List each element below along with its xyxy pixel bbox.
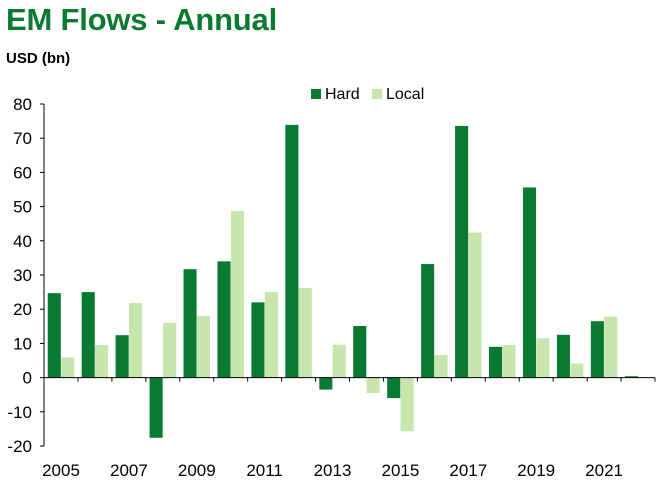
x-tick-label-2021: 2021 [585, 461, 623, 480]
bar-hard-2017 [455, 125, 469, 378]
axes-group [40, 103, 656, 447]
bar-local-2009 [196, 316, 210, 378]
bar-local-2006 [95, 345, 109, 378]
bar-local-2021 [604, 316, 618, 378]
y-tick-label-70: 70 [13, 129, 32, 148]
x-tick-label-2011: 2011 [246, 461, 283, 480]
x-tick-label-2015: 2015 [381, 461, 419, 480]
x-tick-label-2019: 2019 [517, 461, 555, 480]
legend-label-hard: Hard [325, 86, 360, 103]
x-tick-label-2009: 2009 [178, 461, 216, 480]
y-tick-label-80: 80 [13, 95, 32, 114]
bar-local-2015 [400, 377, 414, 432]
x-tick-label-2017: 2017 [449, 461, 487, 480]
bar-hard-2020 [556, 334, 570, 378]
y-tick-label-50: 50 [13, 198, 32, 217]
bar-local-2012 [298, 288, 312, 378]
y-tick-label-0: 0 [23, 369, 32, 388]
bar-hard-2006 [81, 292, 95, 378]
bar-local-2008 [162, 322, 177, 378]
y-tick-label-20: 20 [13, 300, 32, 319]
bar-local-2005 [61, 357, 75, 378]
bar-hard-2014 [353, 325, 367, 378]
bar-hard-2010 [217, 261, 231, 378]
bar-hard-2005 [47, 293, 61, 378]
legend-label-local: Local [386, 86, 424, 103]
bar-local-2017 [468, 232, 482, 378]
x-tick-label-2007: 2007 [110, 461, 148, 480]
bar-hard-2011 [251, 302, 265, 378]
bar-hard-2019 [522, 187, 537, 378]
bar-local-2019 [536, 338, 550, 378]
chart-title: EM Flows - Annual [6, 2, 277, 37]
x-tick-label-2005: 2005 [42, 461, 80, 480]
legend: Hard Local [311, 86, 424, 103]
y-tick-label--10: -10 [7, 403, 32, 422]
bar-hard-2009 [183, 269, 197, 378]
bar-local-2020 [570, 363, 584, 378]
bars-group [47, 124, 638, 438]
bar-hard-2007 [115, 335, 129, 378]
legend-swatch-local [372, 89, 382, 99]
y-tick-label-40: 40 [13, 232, 32, 251]
bar-local-2016 [434, 355, 448, 378]
x-tick-labels: 2005 2007 2009 2011 2013 2015 2017 2019 2021 [42, 461, 623, 480]
bar-hard-2022 [624, 376, 638, 378]
y-tick-label-10: 10 [13, 334, 32, 353]
bar-local-2018 [502, 345, 516, 378]
y-tick-label--20: -20 [7, 437, 32, 456]
bar-local-2007 [129, 303, 143, 378]
bar-hard-2012 [285, 124, 299, 378]
bar-local-2013 [332, 344, 346, 378]
bar-hard-2016 [421, 264, 435, 378]
bar-hard-2013 [319, 377, 333, 390]
legend-swatch-hard [311, 89, 321, 99]
x-tick-label-2013: 2013 [314, 461, 352, 480]
y-tick-label-30: 30 [13, 266, 32, 285]
y-tick-labels: -20 -10 0 10 20 30 40 50 60 70 80 [7, 95, 32, 456]
y-tick-label-60: 60 [13, 163, 32, 182]
bar-hard-2018 [489, 346, 503, 378]
bar-hard-2021 [590, 321, 604, 378]
bar-hard-2008 [149, 377, 163, 438]
bar-local-2010 [230, 211, 244, 378]
bar-local-2011 [264, 292, 278, 378]
bar-hard-2015 [387, 377, 401, 399]
y-axis-unit-label: USD (bn) [6, 50, 71, 67]
bar-local-2014 [366, 377, 380, 393]
